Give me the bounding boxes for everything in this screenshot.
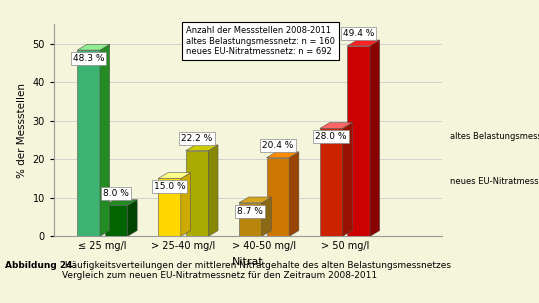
Polygon shape — [181, 173, 191, 236]
Text: Anzahl der Messstellen 2008-2011
altes Belastungsmessnetz: n = 160
neues EU-Nitr: Anzahl der Messstellen 2008-2011 altes B… — [186, 26, 335, 56]
Polygon shape — [343, 123, 353, 236]
Text: 15.0 %: 15.0 % — [154, 182, 185, 191]
Text: 22.2 %: 22.2 % — [182, 134, 212, 143]
Polygon shape — [78, 44, 110, 50]
Polygon shape — [239, 203, 261, 236]
Text: 48.3 %: 48.3 % — [73, 54, 105, 63]
Text: neues EU-Nitratmessnetz: neues EU-Nitratmessnetz — [450, 177, 539, 186]
Polygon shape — [266, 158, 289, 236]
Polygon shape — [158, 173, 191, 178]
Polygon shape — [105, 200, 137, 205]
Polygon shape — [208, 145, 218, 236]
Polygon shape — [239, 197, 271, 203]
Polygon shape — [320, 128, 343, 236]
X-axis label: Nitrat: Nitrat — [232, 257, 264, 267]
Text: 28.0 %: 28.0 % — [315, 132, 347, 141]
Polygon shape — [78, 50, 100, 236]
Polygon shape — [370, 40, 379, 236]
Text: 8.7 %: 8.7 % — [237, 207, 264, 216]
Polygon shape — [158, 178, 181, 236]
Polygon shape — [320, 123, 353, 128]
Polygon shape — [100, 44, 110, 236]
Polygon shape — [185, 151, 208, 236]
Polygon shape — [289, 152, 299, 236]
Text: altes Belastungsmessr: altes Belastungsmessr — [450, 132, 539, 141]
Polygon shape — [347, 40, 379, 46]
Text: 8.0 %: 8.0 % — [103, 189, 129, 198]
Polygon shape — [347, 46, 370, 236]
Polygon shape — [105, 205, 128, 236]
Text: Häufigkeitsverteilungen der mittleren Nitratgehalte des alten Belastungsmessnetz: Häufigkeitsverteilungen der mittleren Ni… — [62, 261, 451, 280]
Y-axis label: % der Messstellen: % der Messstellen — [17, 83, 27, 178]
Text: 49.4 %: 49.4 % — [343, 29, 375, 38]
Text: Abbildung 24:: Abbildung 24: — [5, 261, 77, 270]
Text: 20.4 %: 20.4 % — [262, 141, 294, 150]
Polygon shape — [261, 197, 271, 236]
Polygon shape — [128, 200, 137, 236]
Polygon shape — [266, 152, 299, 158]
Polygon shape — [185, 145, 218, 151]
